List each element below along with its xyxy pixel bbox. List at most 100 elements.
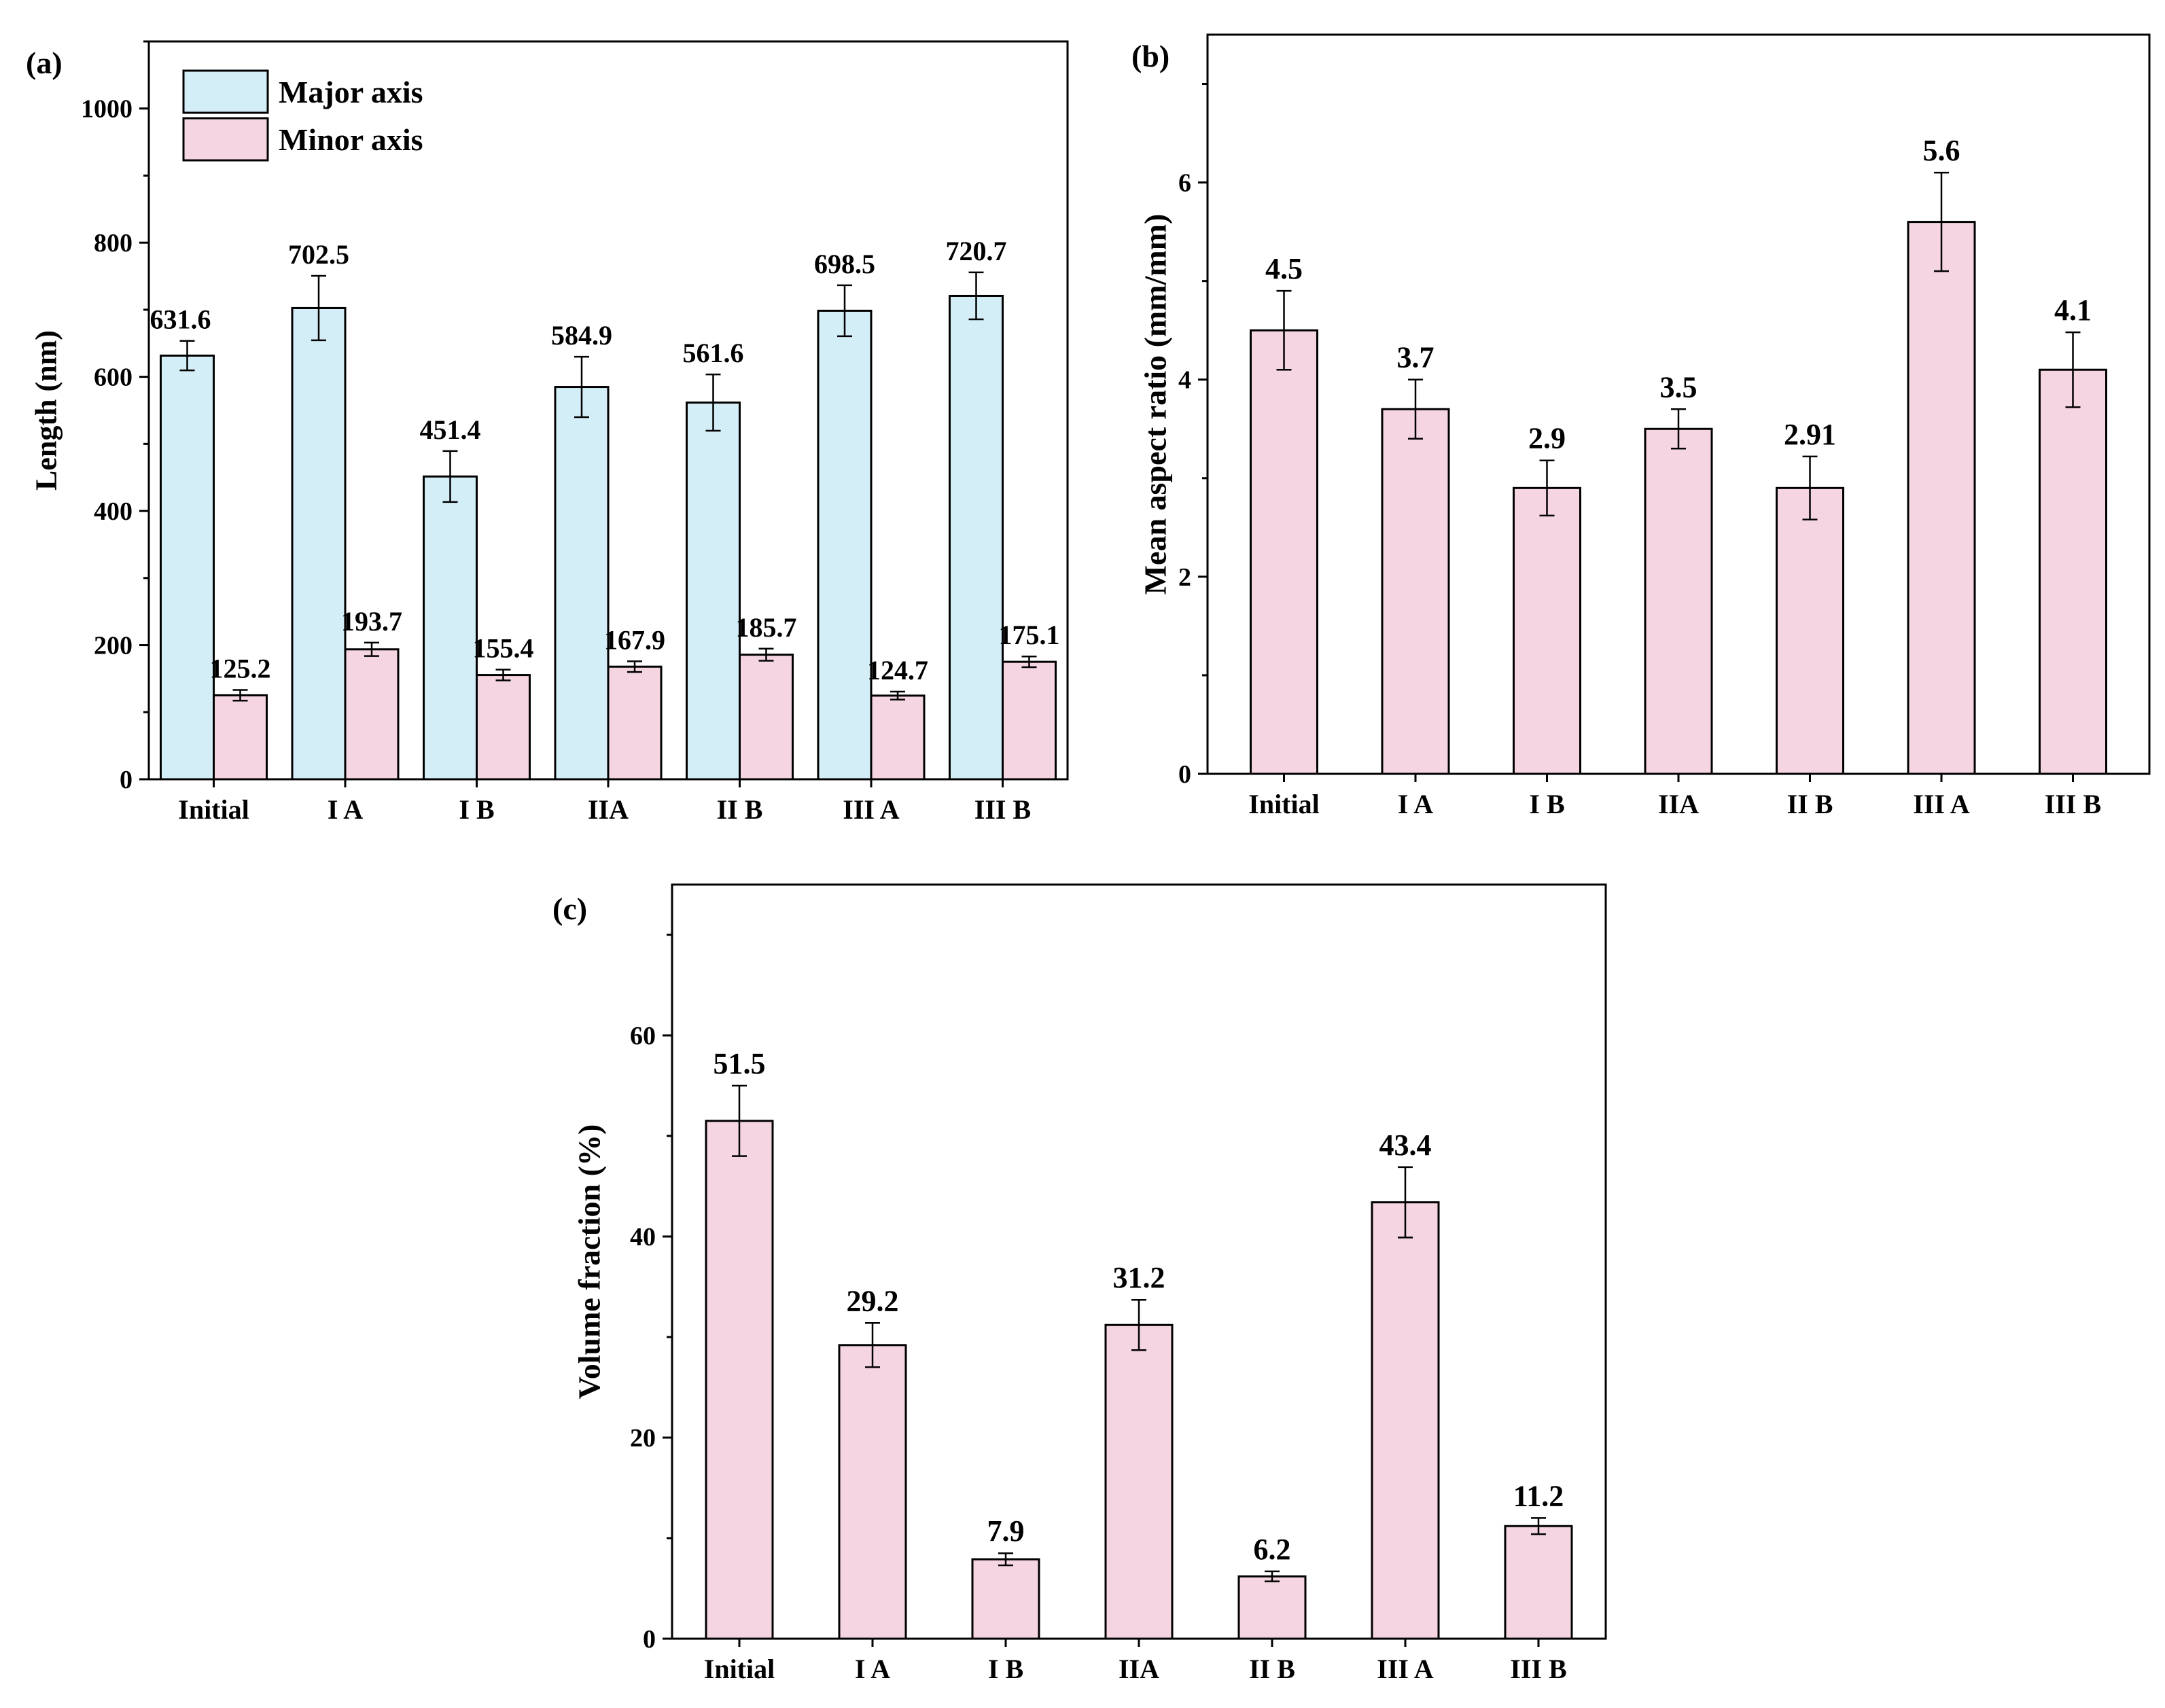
y-tick-label: 40 <box>630 1223 656 1251</box>
x-tick-label: III A <box>843 794 899 825</box>
x-tick-label: II B <box>1249 1654 1295 1684</box>
legend-label: Major axis <box>279 75 423 109</box>
data-label: 51.5 <box>714 1047 766 1080</box>
data-label: 584.9 <box>551 320 612 351</box>
bar <box>1381 408 1450 775</box>
bar <box>2039 368 2107 775</box>
bar <box>1371 1201 1440 1640</box>
bar <box>1513 486 1581 775</box>
bar <box>1504 1525 1573 1640</box>
x-tick-label: I B <box>988 1654 1023 1684</box>
data-label: 2.9 <box>1528 422 1566 455</box>
bar <box>607 665 663 781</box>
data-label: 720.7 <box>946 236 1007 266</box>
y-tick-label: 0 <box>643 1625 656 1654</box>
x-tick-label: IIA <box>1119 1654 1159 1684</box>
y-tick-label: 0 <box>1178 760 1191 789</box>
data-label: 2.91 <box>1784 418 1836 451</box>
bar <box>476 674 531 781</box>
legend: Major axis Minor axis <box>182 69 423 162</box>
y-tick-label: 6 <box>1178 169 1191 198</box>
x-tick-label: III B <box>2045 789 2101 819</box>
x-tick-label: II B <box>717 794 763 825</box>
x-tick-label: IIA <box>1658 789 1699 819</box>
x-tick-label: Initial <box>178 794 249 825</box>
data-label: 155.4 <box>473 633 534 664</box>
data-label: 3.5 <box>1660 370 1697 404</box>
panel-label: (c) <box>552 891 587 926</box>
y-tick-label: 4 <box>1178 366 1191 395</box>
legend-swatch <box>182 69 269 114</box>
bar <box>1776 486 1844 775</box>
y-tick-label: 60 <box>630 1022 656 1050</box>
x-tick-label: I A <box>1398 789 1433 819</box>
bar <box>423 475 478 781</box>
bar <box>1002 660 1057 781</box>
y-tick-label: 400 <box>94 497 133 526</box>
legend-label: Minor axis <box>279 122 423 157</box>
bar <box>1250 329 1318 775</box>
x-tick-label: III B <box>974 794 1031 825</box>
x-tick-label: Initial <box>704 1654 775 1684</box>
x-tick-label: II B <box>1787 789 1833 819</box>
y-tick-label: 0 <box>120 766 133 794</box>
data-label: 193.7 <box>341 606 402 637</box>
bar <box>1907 221 1976 775</box>
panel-a: (a) 0 200 400 600 800 1000 Length (nm) Initial I … <box>26 40 1069 825</box>
bar <box>344 648 400 781</box>
data-label: 175.1 <box>999 620 1060 650</box>
bar <box>971 1558 1040 1640</box>
legend-swatch <box>182 117 269 162</box>
y-axis-title: Length (nm) <box>30 330 63 491</box>
bar <box>949 294 1004 781</box>
x-tick-label: III A <box>1377 1654 1433 1684</box>
x-tick-label: I A <box>855 1654 890 1684</box>
bar <box>160 354 215 781</box>
y-axis-title: Volume fraction (%) <box>572 1124 607 1400</box>
panel-label: (b) <box>1131 39 1169 73</box>
data-label: 4.5 <box>1265 252 1303 285</box>
y-tick-label: 800 <box>94 229 133 257</box>
bar <box>838 1344 907 1640</box>
data-label: 125.2 <box>210 653 271 683</box>
data-label: 561.6 <box>683 338 744 368</box>
bar <box>870 694 926 781</box>
data-label: 4.1 <box>2054 293 2092 327</box>
panel-c: (c) 0 20 40 60 Volume fraction (%) Initial I A I… <box>552 883 1607 1684</box>
bar <box>554 386 610 781</box>
bar <box>739 654 794 781</box>
bar <box>291 306 347 781</box>
bar <box>1644 427 1713 775</box>
y-tick-label: 200 <box>94 632 133 660</box>
data-label: 6.2 <box>1254 1533 1291 1566</box>
panel-label: (a) <box>26 46 63 80</box>
x-tick-label: I A <box>328 794 363 825</box>
data-label: 185.7 <box>736 612 797 643</box>
y-tick-label: 1000 <box>81 95 133 124</box>
data-label: 451.4 <box>420 414 481 445</box>
data-label: 31.2 <box>1113 1261 1165 1294</box>
bar <box>705 1120 774 1640</box>
y-tick-label: 600 <box>94 363 133 392</box>
data-label: 3.7 <box>1397 341 1434 374</box>
bar <box>1104 1323 1174 1640</box>
x-tick-label: I B <box>1529 789 1564 819</box>
x-tick-label: Initial <box>1248 789 1319 819</box>
x-tick-label: IIA <box>588 794 629 825</box>
bar <box>213 694 268 781</box>
data-label: 5.6 <box>1923 134 1960 167</box>
data-label: 631.6 <box>150 304 211 335</box>
data-label: 7.9 <box>987 1514 1025 1548</box>
data-label: 702.5 <box>288 239 349 270</box>
data-label: 29.2 <box>847 1284 899 1317</box>
y-axis-title: Mean aspect ratio (mm/mm) <box>1138 214 1173 595</box>
y-tick-label: 20 <box>630 1424 656 1453</box>
data-label: 698.5 <box>814 249 875 279</box>
y-tick-label: 2 <box>1178 563 1191 592</box>
bar <box>1237 1575 1307 1640</box>
x-tick-label: III B <box>1510 1654 1566 1684</box>
bar <box>817 309 873 781</box>
data-label: 124.7 <box>867 655 928 686</box>
